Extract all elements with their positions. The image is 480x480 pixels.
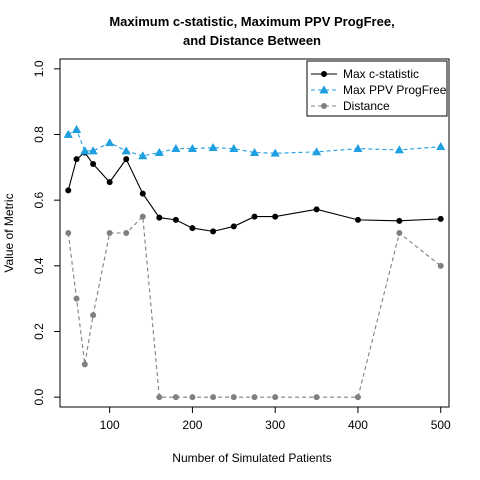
data-point: [71, 124, 82, 133]
series-line: [67, 128, 441, 157]
chart-title-line2: and Distance Between: [183, 33, 321, 48]
data-point: [88, 146, 98, 155]
data-point: [172, 394, 179, 401]
legend-marker: [320, 71, 327, 78]
data-point: [229, 143, 239, 153]
data-point: [272, 394, 279, 401]
y-tick-label: 0.0: [32, 388, 46, 405]
data-point: [123, 229, 130, 236]
data-point: [156, 214, 163, 221]
data-point: [81, 361, 88, 368]
data-point: [73, 295, 80, 302]
data-point: [313, 206, 320, 213]
series-2: [63, 124, 446, 160]
data-point: [172, 216, 179, 223]
legend-label: Distance: [343, 99, 390, 113]
data-point: [249, 147, 260, 156]
data-point: [270, 148, 280, 157]
y-tick-label: 0.4: [32, 257, 46, 274]
data-point: [121, 146, 131, 155]
y-tick-label: 1.0: [32, 60, 46, 77]
x-tick-label: 500: [431, 418, 451, 432]
data-point: [437, 215, 444, 222]
data-point: [311, 147, 322, 156]
data-point: [394, 145, 404, 154]
data-point: [106, 229, 113, 236]
data-point: [65, 229, 72, 236]
y-axis-label: Value of Metric: [2, 193, 16, 272]
data-point: [73, 156, 80, 163]
legend-marker: [319, 85, 329, 94]
data-point: [156, 394, 163, 401]
legend-box: [306, 60, 448, 117]
data-point: [251, 394, 258, 401]
series-layer: [63, 124, 446, 401]
data-point: [210, 228, 217, 235]
data-point: [189, 394, 196, 401]
data-point: [230, 394, 237, 401]
legend-label: Max PPV ProgFree: [343, 83, 447, 97]
x-tick-label: 400: [348, 418, 368, 432]
legend-marker: [320, 103, 327, 110]
data-point: [90, 312, 97, 319]
legend-label: Max c-statistic: [343, 67, 419, 81]
data-point: [139, 213, 146, 220]
data-point: [187, 143, 198, 153]
data-point: [90, 161, 97, 168]
data-point: [230, 223, 237, 230]
series-1: [65, 149, 444, 235]
data-point: [63, 129, 73, 138]
data-point: [139, 190, 146, 197]
data-point: [396, 217, 403, 224]
y-tick-label: 0.6: [32, 192, 46, 209]
series-3: [65, 213, 444, 401]
data-point: [65, 187, 72, 194]
data-point: [154, 147, 164, 156]
legend: Max c-statistic Max PPV ProgFree Distance: [306, 60, 448, 117]
data-point: [353, 143, 363, 153]
data-point: [138, 151, 148, 160]
data-point: [189, 225, 196, 232]
y-tick-label: 0.8: [32, 126, 46, 143]
data-point: [208, 142, 218, 152]
x-tick-label: 200: [182, 418, 202, 432]
data-point: [80, 146, 90, 155]
data-point: [123, 156, 130, 163]
chart-title-line1: Maximum c-statistic, Maximum PPV ProgFre…: [109, 14, 394, 29]
x-tick-label: 100: [100, 418, 120, 432]
y-axis: 0.0 0.2 0.4 0.6 0.8 1.0: [32, 60, 60, 405]
data-point: [313, 394, 320, 401]
x-tick-label: 300: [265, 418, 285, 432]
data-point: [210, 394, 217, 401]
data-point: [396, 229, 403, 236]
x-axis-label: Number of Simulated Patients: [172, 451, 331, 465]
data-point: [272, 213, 279, 220]
data-point: [437, 262, 444, 269]
data-point: [354, 216, 361, 223]
data-point: [436, 141, 446, 151]
data-point: [105, 138, 115, 147]
data-point: [171, 143, 181, 153]
x-axis: 100 200 300 400 500: [100, 407, 451, 432]
series-line: [67, 215, 442, 398]
data-point: [354, 394, 361, 401]
y-tick-label: 0.2: [32, 323, 46, 340]
data-point: [106, 179, 113, 186]
data-point: [251, 213, 258, 220]
plot-frame: [59, 58, 450, 408]
